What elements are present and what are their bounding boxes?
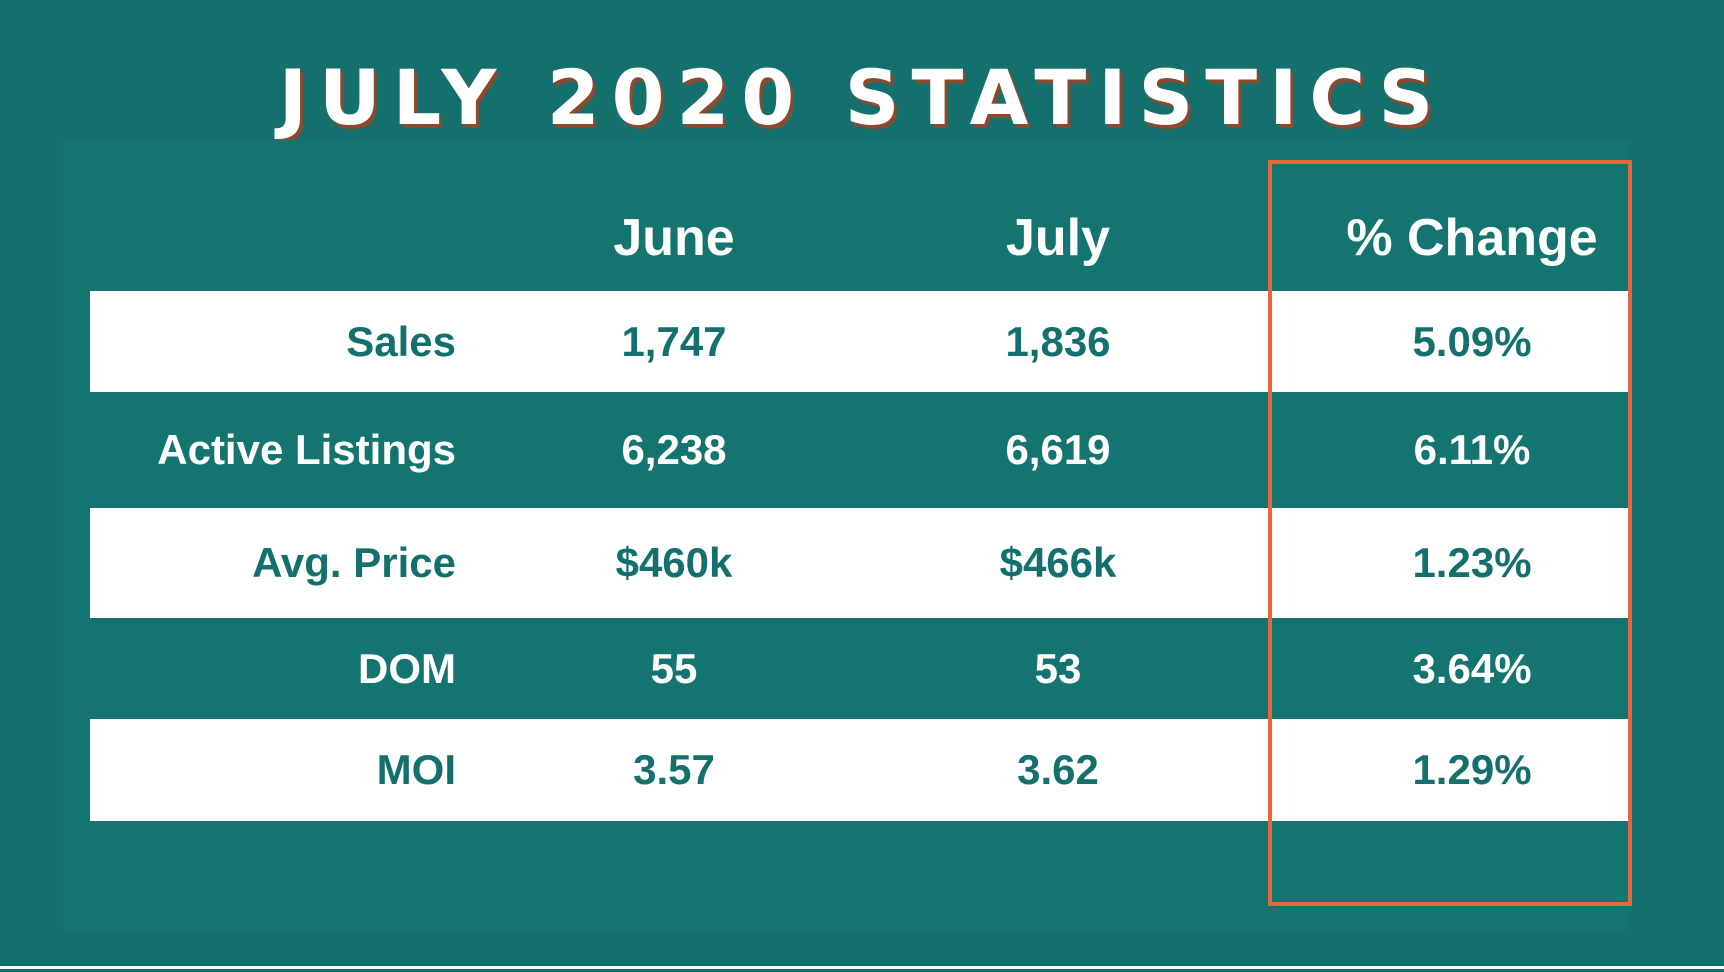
page-title: JULY 2020 STATISTICS xyxy=(278,53,1446,142)
july-value: 6,619 xyxy=(1005,426,1111,473)
change-value: 6.11% xyxy=(1413,426,1531,473)
table-row: DOM 55 53 3.64% xyxy=(90,618,1630,719)
table-header-row: June July % Change xyxy=(90,150,1630,320)
row-label: Active Listings xyxy=(157,426,456,473)
table-row: MOI 3.57 3.62 1.29% xyxy=(90,719,1630,821)
table-row: Active Listings 6,238 6,619 6.11% xyxy=(90,392,1630,508)
table-row: Avg. Price $460k $466k 1.23% xyxy=(90,508,1630,618)
row-label: MOI xyxy=(376,746,456,793)
june-value: 1,747 xyxy=(621,317,727,365)
change-value: 1.29% xyxy=(1412,746,1532,793)
header-july: July xyxy=(1005,209,1111,267)
july-value: $466k xyxy=(999,539,1117,586)
june-value: 3.57 xyxy=(633,746,715,793)
july-value: 53 xyxy=(1034,644,1082,692)
change-value: 5.09% xyxy=(1412,317,1532,365)
june-value: 6,238 xyxy=(621,426,727,473)
header-change: % Change xyxy=(1346,209,1598,267)
june-value: 55 xyxy=(650,644,698,692)
july-value: 3.62 xyxy=(1017,746,1099,793)
row-label: DOM xyxy=(358,644,456,692)
row-label: Sales xyxy=(346,317,456,365)
change-value: 1.23% xyxy=(1412,539,1532,586)
header-june: June xyxy=(613,209,735,267)
change-value: 3.64% xyxy=(1412,644,1532,692)
row-label: Avg. Price xyxy=(252,539,456,586)
july-value: 1,836 xyxy=(1005,317,1111,365)
table-row: Sales 1,747 1,836 5.09% xyxy=(90,291,1630,392)
june-value: $460k xyxy=(615,539,733,586)
